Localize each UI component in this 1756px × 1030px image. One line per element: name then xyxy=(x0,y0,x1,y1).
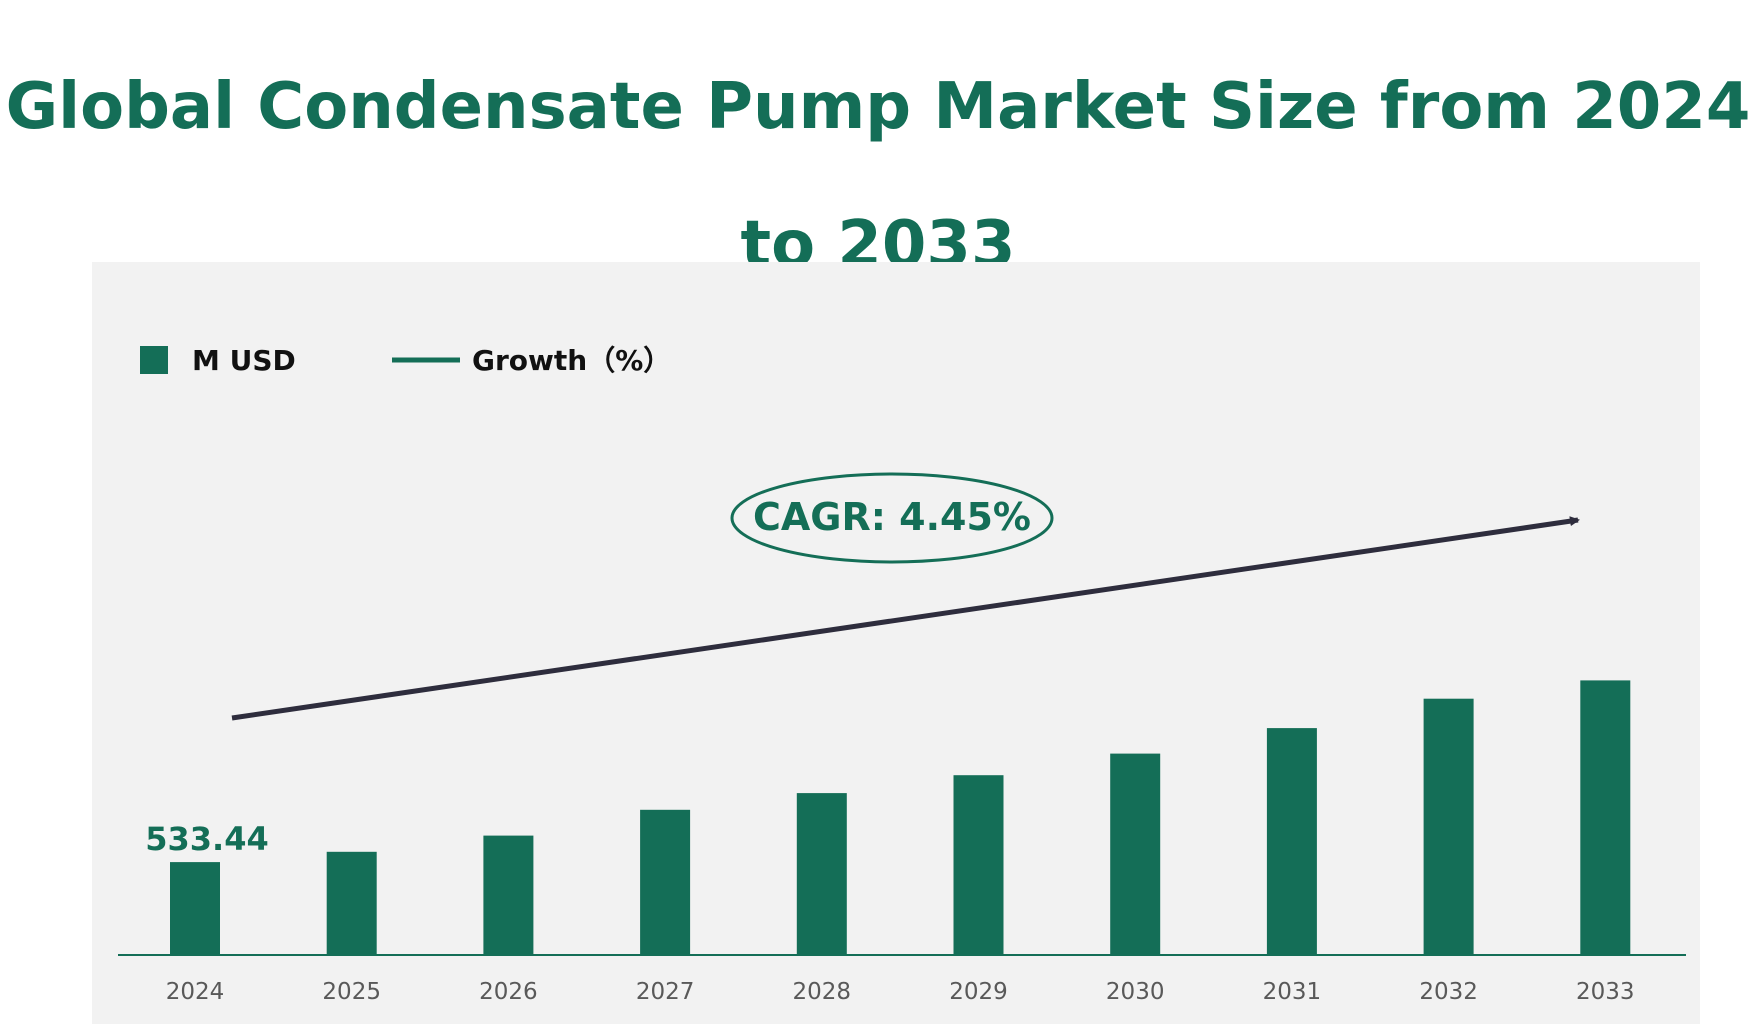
x-tick-2025: 2025 xyxy=(322,979,381,1005)
x-tick-2032: 2032 xyxy=(1419,979,1478,1005)
bar-2029 xyxy=(953,775,1004,955)
cagr-annotation: CAGR: 4.45% xyxy=(730,472,1054,564)
bar-2031 xyxy=(1266,728,1317,955)
bar-2030 xyxy=(1110,753,1161,955)
cagr-ellipse xyxy=(730,472,1054,564)
bar-2024 xyxy=(170,862,220,955)
legend-label-line: Growth（%） xyxy=(472,344,671,377)
bar-2028 xyxy=(796,793,847,955)
data-label-2024: 533.44 xyxy=(145,820,268,858)
data-label-group: 533.44 xyxy=(145,820,268,858)
legend-label-bars: M USD xyxy=(192,344,296,377)
bar-2027 xyxy=(640,809,691,955)
legend-swatch-bars xyxy=(140,346,168,374)
x-tick-2029: 2029 xyxy=(949,979,1008,1005)
cagr-label: CAGR: 4.45% xyxy=(753,495,1031,539)
x-tick-2033: 2033 xyxy=(1576,979,1635,1005)
x-tick-2027: 2027 xyxy=(636,979,695,1005)
x-tick-2031: 2031 xyxy=(1263,979,1322,1005)
x-tick-2030: 2030 xyxy=(1106,979,1165,1005)
bar-2032 xyxy=(1423,698,1474,955)
bar-2026 xyxy=(483,835,534,955)
bar-2025 xyxy=(326,851,377,955)
trend-arrow xyxy=(231,516,1580,721)
chart-title: Global Condensate Pump Market Size from … xyxy=(5,70,1751,282)
legend: M USD Growth（%） xyxy=(140,344,671,377)
x-tick-2026: 2026 xyxy=(479,979,538,1005)
x-tick-2024: 2024 xyxy=(166,979,225,1005)
bar-2033 xyxy=(1580,680,1631,955)
x-tick-group: 2024 2025 2026 2027 2028 2029 2030 2031 2032 2033 xyxy=(166,979,1635,1005)
bar-group xyxy=(170,680,1631,955)
x-tick-2028: 2028 xyxy=(793,979,852,1005)
